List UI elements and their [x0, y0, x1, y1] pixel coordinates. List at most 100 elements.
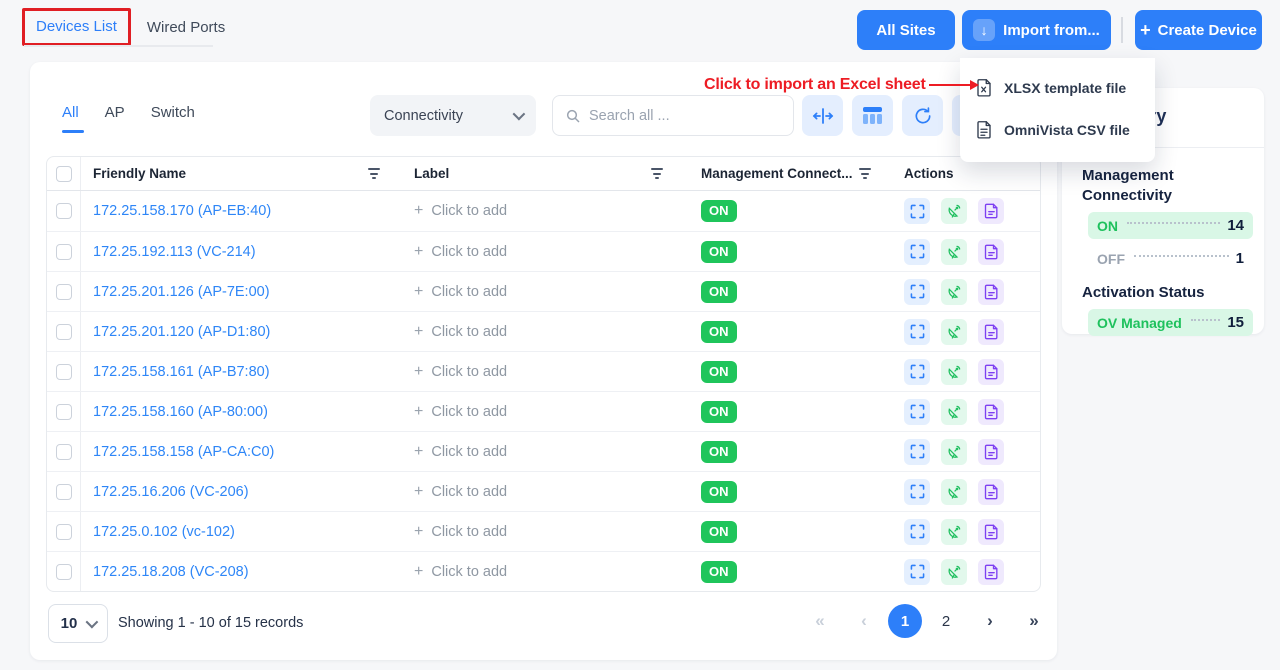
label-click-to-add[interactable]: + Click to add: [414, 282, 508, 300]
page-1-button[interactable]: 1: [888, 604, 922, 638]
expand-device-button[interactable]: [904, 558, 930, 585]
row-checkbox[interactable]: [55, 563, 72, 580]
columns-settings-button[interactable]: [852, 95, 893, 136]
rf-antenna-button[interactable]: [941, 318, 967, 345]
label-click-to-add[interactable]: + Click to add: [414, 322, 508, 340]
tab-ap[interactable]: AP: [104, 104, 125, 121]
row-checkbox[interactable]: [55, 203, 72, 219]
menu-item-xlsx-template[interactable]: XLSX template file: [960, 67, 1155, 109]
expand-device-button[interactable]: [904, 278, 930, 305]
document-icon: [984, 284, 997, 299]
expand-device-button[interactable]: [904, 478, 930, 505]
all-sites-button[interactable]: All Sites: [857, 10, 955, 50]
summary-row-on[interactable]: ON 14: [1088, 212, 1253, 239]
expand-device-button[interactable]: [904, 318, 930, 345]
tab-all[interactable]: All: [62, 104, 84, 133]
device-name-link[interactable]: 172.25.0.102 (vc-102): [93, 523, 235, 540]
device-name-link[interactable]: 172.25.16.206 (VC-206): [93, 483, 249, 500]
device-notes-button[interactable]: [978, 198, 1004, 224]
expand-device-button[interactable]: [904, 238, 930, 265]
tab-wired-ports[interactable]: Wired Ports: [146, 18, 226, 36]
row-checkbox[interactable]: [55, 443, 72, 460]
satellite-dish-icon: [948, 325, 961, 339]
rf-antenna-button[interactable]: [941, 438, 967, 465]
tab-devices-list[interactable]: Devices List: [36, 18, 117, 35]
page-size-select[interactable]: 10: [48, 604, 108, 643]
document-icon: [984, 404, 997, 419]
label-click-to-add[interactable]: + Click to add: [414, 562, 508, 580]
search-input[interactable]: [589, 107, 781, 124]
device-name-link[interactable]: 172.25.158.161 (AP-B7:80): [93, 363, 270, 380]
rf-antenna-button[interactable]: [941, 478, 967, 505]
device-notes-button[interactable]: [978, 278, 1004, 305]
device-notes-button[interactable]: [978, 238, 1004, 265]
rf-antenna-button[interactable]: [941, 358, 967, 385]
table-row: 172.25.158.170 (AP-EB:40) + Click to add…: [47, 191, 1040, 231]
filter-icon[interactable]: [368, 168, 380, 179]
label-click-to-add[interactable]: + Click to add: [414, 402, 508, 420]
connectivity-select[interactable]: Connectivity: [370, 95, 536, 136]
fullscreen-icon: [910, 324, 924, 339]
create-device-label: Create Device: [1157, 21, 1257, 39]
expand-columns-button[interactable]: [802, 95, 843, 136]
device-name-link[interactable]: 172.25.158.170 (AP-EB:40): [93, 203, 272, 219]
device-notes-button[interactable]: [978, 438, 1004, 465]
expand-device-button[interactable]: [904, 198, 930, 224]
rf-antenna-button[interactable]: [941, 278, 967, 305]
rf-antenna-button[interactable]: [941, 558, 967, 585]
label-click-to-add[interactable]: + Click to add: [414, 442, 508, 460]
import-from-button[interactable]: ↓ Import from...: [962, 10, 1111, 50]
rf-antenna-button[interactable]: [941, 518, 967, 545]
device-name-link[interactable]: 172.25.201.126 (AP-7E:00): [93, 283, 270, 300]
filter-icon[interactable]: [651, 168, 663, 179]
device-name-link[interactable]: 172.25.158.158 (AP-CA:C0): [93, 443, 275, 460]
row-checkbox[interactable]: [55, 523, 72, 540]
summary-row-off[interactable]: OFF 1: [1088, 245, 1253, 272]
on-count: 14: [1227, 217, 1244, 234]
device-notes-button[interactable]: [978, 318, 1004, 345]
label-click-to-add[interactable]: + Click to add: [414, 522, 508, 540]
device-notes-button[interactable]: [978, 558, 1004, 585]
page-2-button[interactable]: 2: [941, 612, 951, 630]
row-checkbox[interactable]: [55, 483, 72, 500]
rf-antenna-button[interactable]: [941, 398, 967, 425]
label-click-to-add[interactable]: + Click to add: [414, 362, 508, 380]
expand-device-button[interactable]: [904, 398, 930, 425]
filter-icon[interactable]: [858, 168, 871, 179]
prev-page-button[interactable]: ‹: [861, 611, 867, 630]
rf-antenna-button[interactable]: [941, 238, 967, 265]
plus-icon: +: [414, 322, 424, 340]
device-name-link[interactable]: 172.25.158.160 (AP-80:00): [93, 403, 268, 420]
expand-device-button[interactable]: [904, 438, 930, 465]
refresh-button[interactable]: [902, 95, 943, 136]
tab-switch[interactable]: Switch: [150, 104, 195, 121]
row-checkbox[interactable]: [55, 323, 72, 340]
next-page-button[interactable]: ›: [987, 611, 993, 630]
device-name-link[interactable]: 172.25.201.120 (AP-D1:80): [93, 323, 271, 340]
label-click-to-add[interactable]: + Click to add: [414, 242, 508, 260]
device-notes-button[interactable]: [978, 518, 1004, 545]
select-all-checkbox[interactable]: [55, 165, 72, 182]
ov-managed-label: OV Managed: [1097, 314, 1182, 331]
row-checkbox[interactable]: [55, 243, 72, 260]
row-checkbox[interactable]: [55, 363, 72, 380]
document-icon: [984, 524, 997, 539]
row-checkbox[interactable]: [55, 403, 72, 420]
menu-item-omnivista-csv[interactable]: OmniVista CSV file: [960, 109, 1155, 151]
last-page-button[interactable]: »: [1029, 611, 1039, 630]
first-page-button[interactable]: «: [815, 611, 825, 630]
device-name-link[interactable]: 172.25.192.113 (VC-214): [93, 243, 256, 260]
summary-row-ov-managed[interactable]: OV Managed 15: [1088, 309, 1253, 336]
create-device-button[interactable]: + Create Device: [1135, 10, 1262, 50]
device-name-link[interactable]: 172.25.18.208 (VC-208): [93, 563, 249, 580]
rf-antenna-button[interactable]: [941, 198, 967, 224]
label-click-to-add[interactable]: + Click to add: [414, 202, 508, 219]
device-notes-button[interactable]: [978, 358, 1004, 385]
connectivity-status-badge: ON: [701, 320, 737, 343]
label-click-to-add[interactable]: + Click to add: [414, 482, 508, 500]
expand-device-button[interactable]: [904, 358, 930, 385]
expand-device-button[interactable]: [904, 518, 930, 545]
device-notes-button[interactable]: [978, 478, 1004, 505]
row-checkbox[interactable]: [55, 283, 72, 300]
device-notes-button[interactable]: [978, 398, 1004, 425]
